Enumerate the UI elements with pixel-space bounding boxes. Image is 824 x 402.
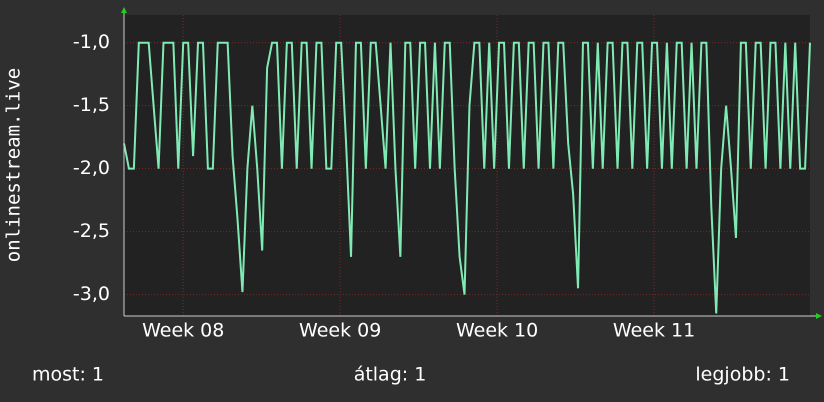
y-tick-label: -2,5 xyxy=(73,220,110,242)
legend-now: most: 1 xyxy=(32,364,104,386)
y-axis-label: onlinestream.live xyxy=(3,68,25,262)
x-tick-label: Week 09 xyxy=(299,320,381,342)
y-tick-label: -1,5 xyxy=(73,94,110,116)
y-tick-label: -3,0 xyxy=(73,283,110,305)
x-tick-label: Week 11 xyxy=(613,320,695,342)
marks xyxy=(123,41,811,314)
legend-max: legjobb: 1 xyxy=(695,364,790,386)
series-line xyxy=(123,41,811,314)
y-tick-label: -2,0 xyxy=(73,157,110,179)
x-tick-label: Week 10 xyxy=(456,320,538,342)
y-arrow xyxy=(121,7,127,13)
legend-avg: átlag: 1 xyxy=(354,364,427,386)
x-tick-label: Week 08 xyxy=(142,320,224,342)
x-arrow xyxy=(816,313,822,319)
y-tick-label: -1,0 xyxy=(73,31,110,53)
